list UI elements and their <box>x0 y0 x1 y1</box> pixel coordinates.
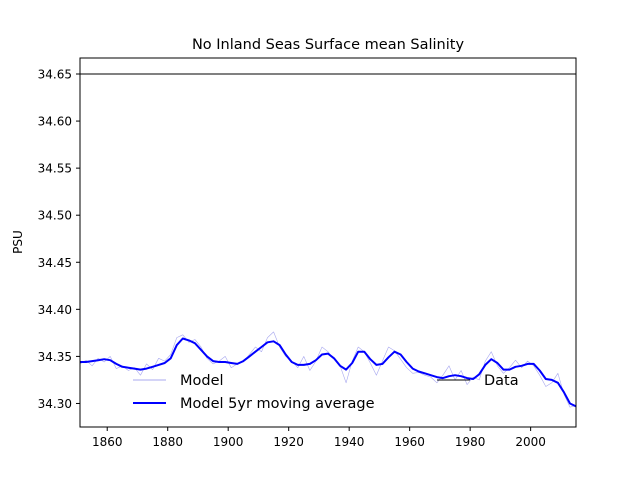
x-tick-label: 1960 <box>394 435 425 449</box>
x-axis: 1860 1880 1900 1920 1940 1960 1980 2000 <box>92 427 546 449</box>
x-tick-label: 1900 <box>213 435 244 449</box>
y-tick-label: 34.35 <box>38 350 72 364</box>
y-tick-label: 34.55 <box>38 162 72 176</box>
x-tick-label: 1880 <box>152 435 183 449</box>
y-tick-label: 34.45 <box>38 256 72 270</box>
y-tick-label: 34.30 <box>38 397 72 411</box>
x-tick-label: 1940 <box>334 435 365 449</box>
series-line-1 <box>80 331 576 408</box>
y-tick-label: 34.50 <box>38 209 72 223</box>
series-group <box>80 73 576 408</box>
y-tick-label: 34.65 <box>38 68 72 82</box>
legend: Model Model 5yr moving average Data <box>133 373 519 412</box>
y-axis-label: PSU <box>11 230 25 254</box>
plot-area <box>80 73 576 408</box>
y-tick-label: 34.60 <box>38 115 72 129</box>
legend-label: Model 5yr moving average <box>180 396 375 412</box>
y-tick-label: 34.40 <box>38 303 72 317</box>
axes-frame <box>79 57 577 428</box>
x-tick-label: 1860 <box>92 435 123 449</box>
x-tick-label: 1920 <box>273 435 304 449</box>
chart-title: No Inland Seas Surface mean Salinity <box>192 37 465 53</box>
y-axis: 34.30 34.35 34.40 34.45 34.50 34.55 34.60 34.65 <box>38 68 80 411</box>
x-tick-label: 2000 <box>515 435 546 449</box>
series-line-2 <box>80 337 576 408</box>
x-tick-label: 1980 <box>455 435 486 449</box>
legend-label: Model <box>180 373 224 389</box>
legend-label: Data <box>484 373 519 389</box>
